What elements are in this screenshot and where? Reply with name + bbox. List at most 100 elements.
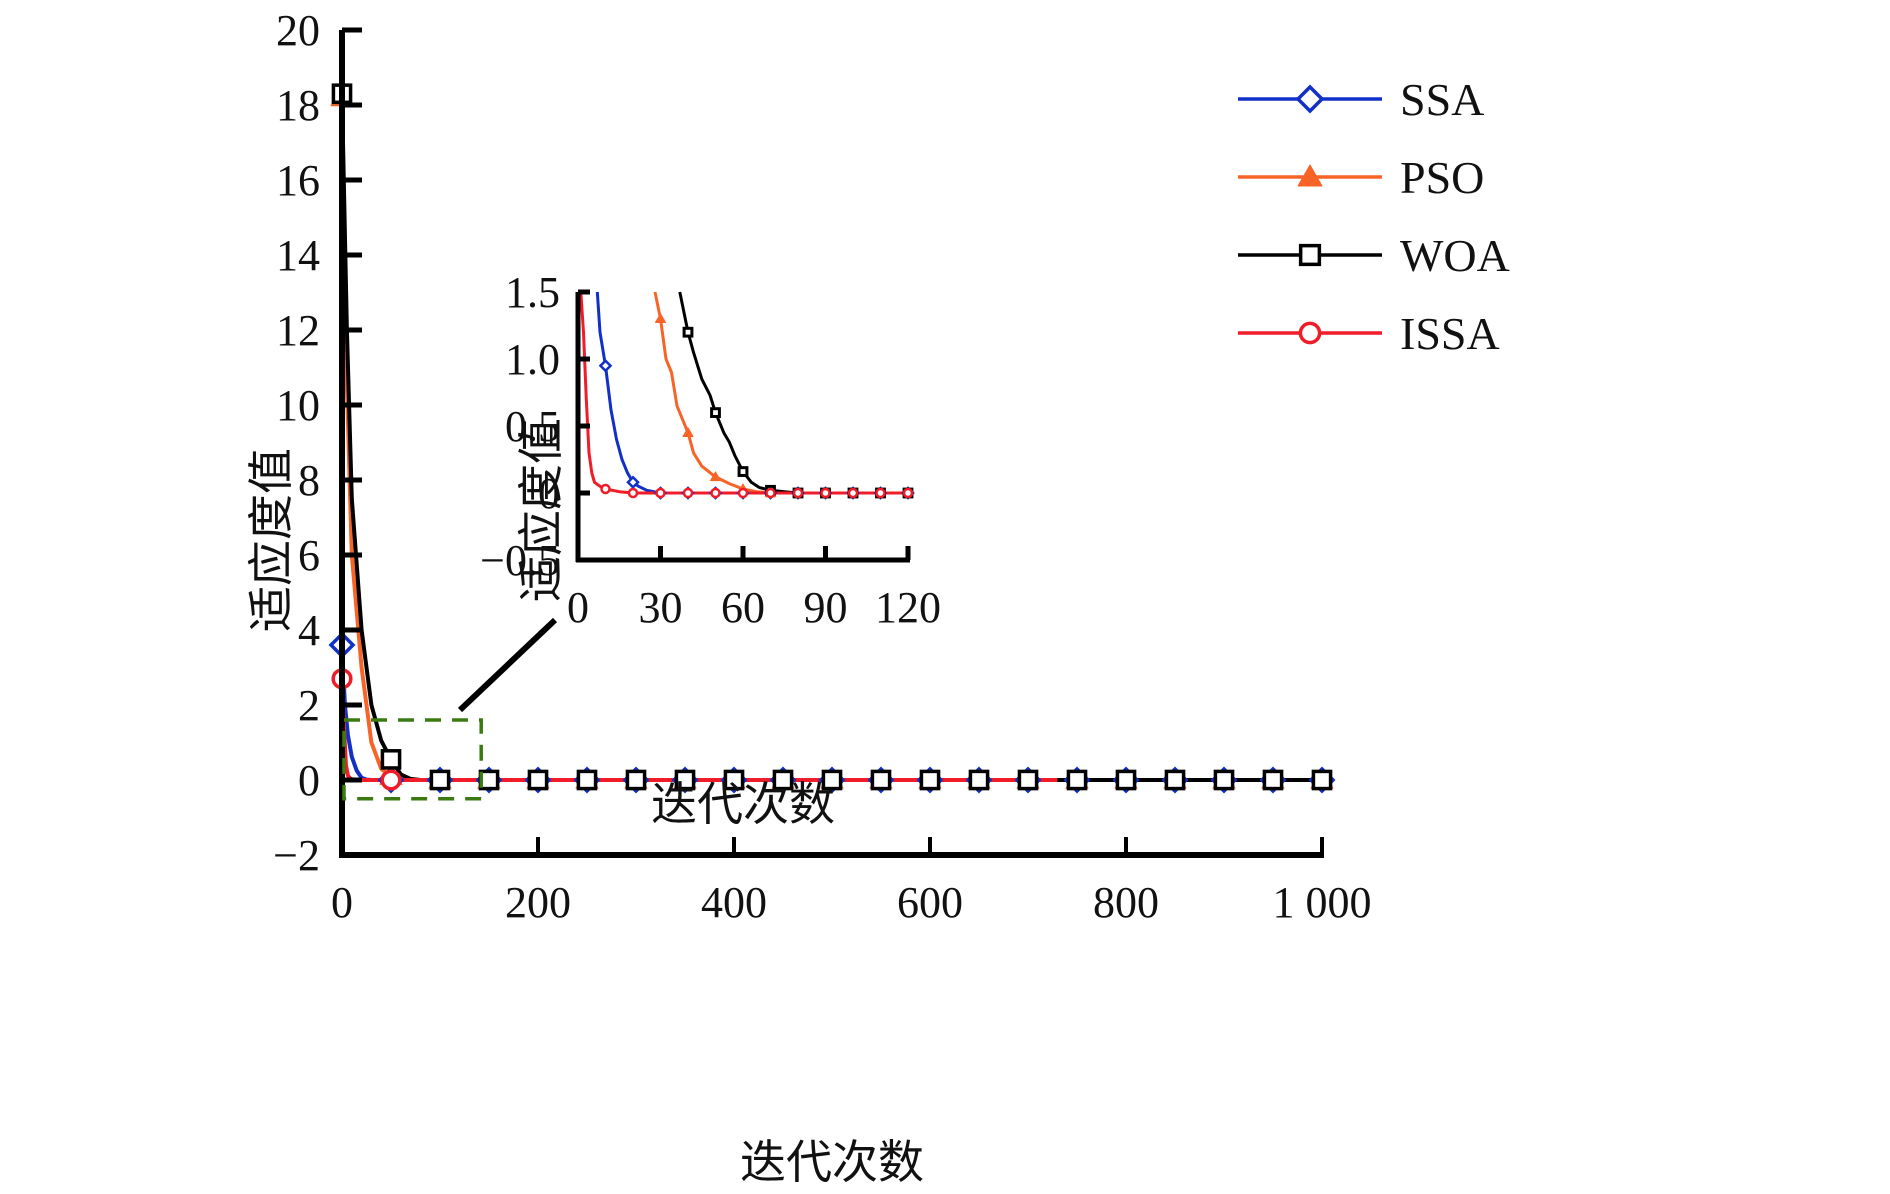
x-tick-label: 1 000 xyxy=(1273,878,1372,927)
x-tick-label: 600 xyxy=(897,878,963,927)
inset-y-tick-label: 1.0 xyxy=(505,335,560,384)
y-tick-label: 12 xyxy=(276,306,320,355)
legend-item-ssa: SSA xyxy=(1238,74,1484,125)
y-tick-label: 6 xyxy=(298,531,320,580)
inset-marker-issa xyxy=(737,487,749,499)
zoom-connector-line xyxy=(457,617,558,713)
marker-woa xyxy=(1066,769,1088,791)
inset-marker-issa xyxy=(820,487,831,499)
inset-y-tick-label: −0.5 xyxy=(480,536,560,585)
inset-marker-issa xyxy=(710,487,721,499)
marker-woa xyxy=(1017,769,1039,791)
y-tick-label: 8 xyxy=(298,456,320,505)
y-tick-label: 16 xyxy=(276,156,320,205)
inset-marker-woa xyxy=(710,407,721,419)
x-tick-label: 200 xyxy=(505,878,571,927)
inset-x-tick-label: 30 xyxy=(639,583,683,632)
series-line-woa xyxy=(340,93,1322,782)
marker-woa xyxy=(772,769,794,791)
inset-marker-ssa xyxy=(598,358,613,373)
inset-marker-ssa xyxy=(626,475,640,490)
inset-y-axis-title: 适应度值 xyxy=(514,418,568,602)
marker-woa xyxy=(1213,769,1235,791)
y-axis-title: 适应度值 xyxy=(244,448,298,632)
inset-marker-issa xyxy=(627,487,639,499)
marker-woa xyxy=(1311,769,1333,791)
legend-label-pso: PSO xyxy=(1400,152,1484,203)
inset-series-line-ssa xyxy=(595,291,908,495)
inset-marker-issa xyxy=(682,487,694,499)
y-tick-label: 20 xyxy=(276,6,320,55)
inset-x-tick-label: 0 xyxy=(567,583,589,632)
series-line-ssa xyxy=(340,644,1322,782)
legend-marker-issa xyxy=(1298,321,1322,345)
legend-label-woa: WOA xyxy=(1400,230,1510,281)
inset-marker-woa xyxy=(737,466,749,477)
legend-item-woa: WOA xyxy=(1238,230,1510,281)
main-series-group xyxy=(328,83,1336,794)
y-tick-label: 18 xyxy=(276,81,320,130)
marker-woa xyxy=(576,769,598,791)
marker-woa xyxy=(527,769,549,791)
inset-marker-issa xyxy=(792,487,804,499)
inset-marker-issa xyxy=(600,483,611,495)
legend-label-ssa: SSA xyxy=(1400,74,1484,125)
inset-x-tick-label: 60 xyxy=(721,583,765,632)
zoom-box xyxy=(342,617,558,801)
marker-woa xyxy=(821,769,843,791)
inset-marker-issa xyxy=(875,487,886,499)
marker-woa xyxy=(1115,769,1137,791)
marker-woa xyxy=(429,769,451,791)
legend-marker-pso xyxy=(1297,164,1323,187)
inset-marker-issa xyxy=(765,487,776,499)
y-tick-label: 14 xyxy=(276,231,320,280)
inset-series-line-issa xyxy=(579,291,908,495)
inset-axes: −0.500.51.01.50 30 60 90 120 xyxy=(480,268,941,632)
x-tick-label: 0 xyxy=(331,878,353,927)
y-tick-label: 10 xyxy=(276,381,320,430)
marker-woa xyxy=(478,769,500,791)
y-tick-label: 2 xyxy=(298,681,320,730)
series-line-issa xyxy=(340,678,1322,782)
x-tick-label: 800 xyxy=(1093,878,1159,927)
zoom-box-rect xyxy=(342,718,483,801)
marker-woa xyxy=(1164,769,1186,791)
inset-y-tick-label: 1.5 xyxy=(505,268,560,317)
inset-series-line-pso xyxy=(653,291,908,495)
inset-y-tick-label: 0.5 xyxy=(505,402,560,451)
inset-marker-issa xyxy=(902,487,914,499)
marker-woa xyxy=(380,749,402,770)
marker-issa xyxy=(380,769,402,791)
legend: SSA PSO WOA ISSA xyxy=(1238,74,1510,359)
marker-woa xyxy=(625,769,647,791)
legend-marker-ssa xyxy=(1295,84,1325,114)
legend-marker-woa xyxy=(1298,243,1322,267)
marker-woa xyxy=(674,769,696,791)
inset-y-tick-label: 0 xyxy=(538,469,560,518)
inset-marker-pso xyxy=(682,427,694,437)
inset-x-tick-label: 90 xyxy=(804,583,848,632)
legend-label-issa: ISSA xyxy=(1400,308,1500,359)
inset-series-line-woa xyxy=(678,291,908,495)
marker-woa xyxy=(919,769,941,791)
inset-marker-pso xyxy=(655,313,666,324)
inset-x-axis-title: 迭代次数 xyxy=(651,777,835,831)
legend-item-pso: PSO xyxy=(1238,152,1484,203)
series-line-pso xyxy=(340,97,1322,782)
y-tick-label: 0 xyxy=(298,756,320,805)
y-tick-label: 4 xyxy=(298,606,320,655)
inset-marker-issa xyxy=(655,487,666,499)
inset-x-tick-label: 120 xyxy=(875,583,941,632)
x-tick-label: 400 xyxy=(701,878,767,927)
x-axis-title: 迭代次数 xyxy=(740,1135,924,1189)
marker-woa xyxy=(1262,769,1284,791)
marker-woa xyxy=(723,769,745,791)
y-tick-label: −2 xyxy=(273,831,320,880)
legend-item-issa: ISSA xyxy=(1238,308,1500,359)
marker-woa xyxy=(968,769,990,791)
inset-marker-woa xyxy=(682,326,694,338)
inset-series-group xyxy=(579,291,915,500)
marker-woa xyxy=(870,769,892,791)
